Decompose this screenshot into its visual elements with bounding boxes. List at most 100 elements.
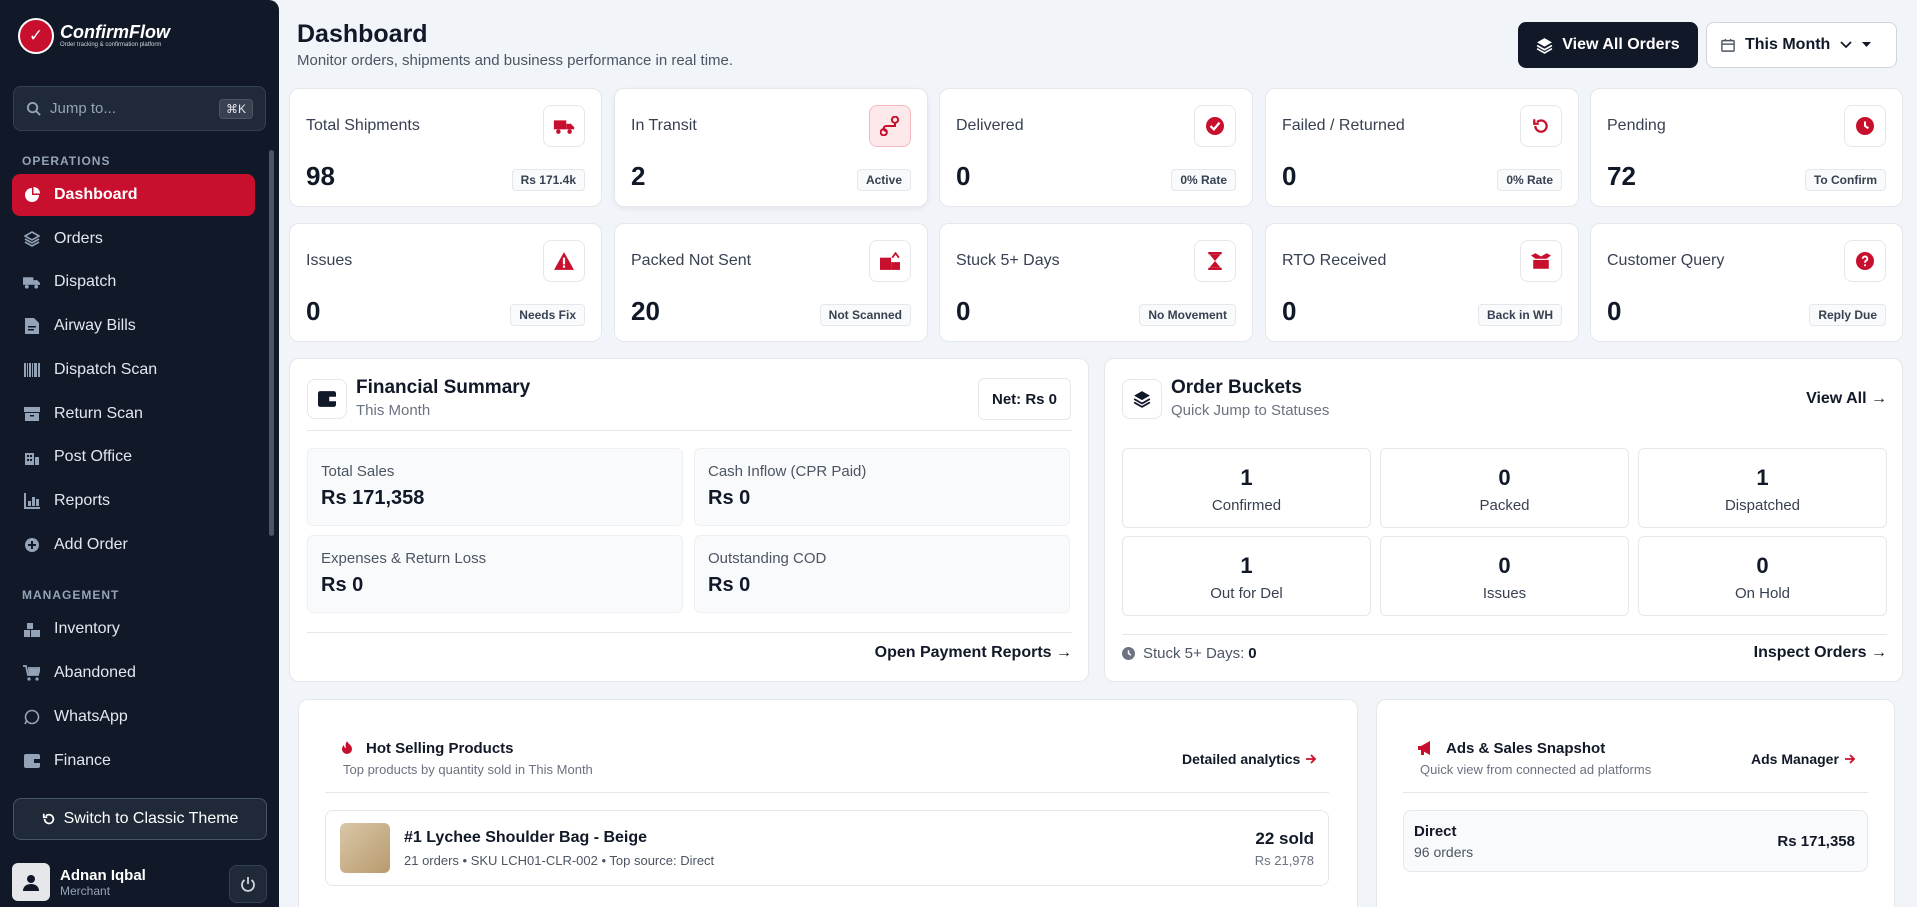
- caret-down-icon: [1862, 42, 1872, 47]
- sidebar-item-return-scan[interactable]: Return Scan: [12, 393, 255, 435]
- sidebar-item-label: Add Order: [54, 536, 128, 553]
- stat-card-total-shipments[interactable]: Total Shipments 98 Rs 171.4k: [289, 88, 602, 207]
- ads-manager-link[interactable]: Ads Manager: [1751, 751, 1856, 767]
- sidebar-item-finance[interactable]: Finance: [12, 740, 255, 782]
- order-buckets-panel: [1104, 358, 1903, 682]
- stuck-summary: Stuck 5+ Days: 0: [1122, 645, 1257, 662]
- sidebar: ✓ ConfirmFlow Order tracking & confirmat…: [0, 0, 279, 907]
- sidebar-item-label: Dispatch: [54, 273, 117, 290]
- layers-icon: [1122, 379, 1162, 419]
- bucket-count: 1: [1240, 553, 1253, 578]
- jump-to-search[interactable]: Jump to... ⌘K: [13, 86, 266, 131]
- direct-orders: 96 orders: [1414, 844, 1474, 860]
- stat-card-issues[interactable]: Issues 0 Needs Fix: [289, 223, 602, 342]
- stat-card-failed-returned[interactable]: Failed / Returned 0 0% Rate: [1265, 88, 1579, 207]
- sidebar-item-label: Airway Bills: [54, 317, 136, 334]
- bucket-issues[interactable]: 0 Issues: [1380, 536, 1629, 616]
- sidebar-item-dispatch[interactable]: Dispatch: [12, 261, 255, 303]
- sidebar-item-dashboard[interactable]: Dashboard: [12, 174, 255, 216]
- fire-icon: [342, 741, 352, 754]
- stat-label: Issues: [306, 252, 353, 269]
- detailed-analytics-link[interactable]: Detailed analytics: [1182, 751, 1317, 767]
- user-name: Adnan Iqbal: [60, 866, 146, 884]
- brand[interactable]: ✓ ConfirmFlow Order tracking & confirmat…: [18, 18, 170, 54]
- stat-card-packed-not-sent[interactable]: Packed Not Sent 20 Not Scanned: [614, 223, 928, 342]
- product-name: #1 Lychee Shoulder Bag - Beige: [404, 829, 648, 846]
- truck-icon: [23, 274, 40, 291]
- sidebar-item-abandoned[interactable]: Abandoned: [12, 652, 255, 694]
- financial-summary-title: Financial Summary: [356, 377, 531, 398]
- sidebar-item-add-order[interactable]: Add Order: [12, 524, 255, 566]
- sidebar-item-orders[interactable]: Orders: [12, 218, 255, 260]
- sidebar-item-post-office[interactable]: Post Office: [12, 436, 255, 478]
- megaphone-icon: [1418, 741, 1430, 755]
- product-thumbnail: [340, 823, 390, 873]
- bucket-label: On Hold: [1734, 585, 1791, 602]
- dolly-icon: [869, 240, 911, 282]
- bar-chart-icon: [23, 493, 40, 510]
- product-row[interactable]: #1 Lychee Shoulder Bag - Beige 21 orders…: [325, 810, 1329, 886]
- user-profile[interactable]: Adnan Iqbal Merchant: [12, 863, 146, 901]
- sidebar-scrollbar[interactable]: [269, 150, 274, 536]
- bucket-confirmed[interactable]: 1 Confirmed: [1122, 448, 1371, 528]
- stuck-value: 0: [1248, 645, 1257, 662]
- logout-button[interactable]: [229, 865, 267, 903]
- stat-label: Total Shipments: [306, 117, 420, 134]
- ads-snapshot-title: Ads & Sales Snapshot: [1446, 740, 1606, 757]
- ads-manager-label: Ads Manager: [1751, 751, 1839, 767]
- stat-card-in-transit[interactable]: In Transit 2 Active: [614, 88, 928, 207]
- bucket-dispatched[interactable]: 1 Dispatched: [1638, 448, 1887, 528]
- divider: [325, 792, 1329, 793]
- inspect-orders-link[interactable]: Inspect Orders →: [1753, 644, 1887, 661]
- open-payment-reports-link[interactable]: Open Payment Reports →: [874, 644, 1072, 661]
- direct-sales-row: Direct 96 orders Rs 171,358: [1403, 810, 1868, 872]
- order-buckets-title: Order Buckets: [1171, 377, 1302, 398]
- stat-badge: 0% Rate: [1171, 169, 1236, 191]
- box-icon: [23, 406, 40, 423]
- user-role: Merchant: [60, 883, 111, 898]
- stat-card-rto-received[interactable]: RTO Received 0 Back in WH: [1265, 223, 1579, 342]
- stat-badge: No Movement: [1139, 304, 1236, 326]
- building-icon: [23, 449, 40, 466]
- page-title: Dashboard: [297, 20, 428, 48]
- ads-snapshot-subtitle: Quick view from connected ad platforms: [1420, 762, 1652, 777]
- bucket-out-for-del[interactable]: 1 Out for Del: [1122, 536, 1371, 616]
- cart-icon: [23, 665, 40, 682]
- sidebar-item-reports[interactable]: Reports: [12, 480, 255, 522]
- warning-icon: [543, 240, 585, 282]
- sidebar-item-airway-bills[interactable]: Airway Bills: [12, 305, 255, 347]
- stat-badge: Active: [856, 169, 911, 191]
- period-select[interactable]: This Month: [1706, 22, 1897, 68]
- stat-card-customer-query[interactable]: Customer Query 0 Reply Due: [1590, 223, 1903, 342]
- sidebar-item-whatsapp[interactable]: WhatsApp: [12, 696, 255, 738]
- stat-value: 0: [956, 296, 971, 326]
- divider: [307, 632, 1072, 633]
- view-all-orders-button[interactable]: View All Orders: [1518, 22, 1698, 68]
- sidebar-item-dispatch-scan[interactable]: Dispatch Scan: [12, 349, 255, 391]
- switch-theme-label: Switch to Classic Theme: [63, 810, 239, 827]
- bucket-label: Dispatched: [1724, 497, 1801, 514]
- direct-label: Direct: [1414, 823, 1457, 840]
- stat-card-stuck-5-days[interactable]: Stuck 5+ Days 0 No Movement: [939, 223, 1253, 342]
- sidebar-item-inventory[interactable]: Inventory: [12, 608, 255, 650]
- stat-badge: Back in WH: [1477, 304, 1562, 326]
- stat-value: 0: [1282, 296, 1297, 326]
- power-icon: [241, 877, 255, 892]
- sidebar-item-label: Dashboard: [54, 186, 138, 203]
- sidebar-item-label: Dispatch Scan: [54, 361, 158, 378]
- view-all-buckets-link[interactable]: View All →: [1806, 390, 1887, 407]
- switch-theme-button[interactable]: Switch to Classic Theme: [13, 798, 267, 840]
- fin-label: Cash Inflow (CPR Paid): [708, 463, 867, 480]
- brand-logo-icon: ✓: [18, 18, 54, 54]
- search-icon: [26, 101, 41, 116]
- chevron-down-icon: [1840, 41, 1852, 49]
- box-open-icon: [1520, 240, 1562, 282]
- total-sales-box: Total Sales Rs 171,358: [307, 448, 683, 526]
- bucket-on-hold[interactable]: 0 On Hold: [1638, 536, 1887, 616]
- bucket-count: 0: [1498, 553, 1511, 578]
- barcode-icon: [23, 362, 40, 379]
- bucket-packed[interactable]: 0 Packed: [1380, 448, 1629, 528]
- layers-icon: [1536, 37, 1553, 54]
- stat-card-pending[interactable]: Pending 72 To Confirm: [1590, 88, 1903, 207]
- stat-card-delivered[interactable]: Delivered 0 0% Rate: [939, 88, 1253, 207]
